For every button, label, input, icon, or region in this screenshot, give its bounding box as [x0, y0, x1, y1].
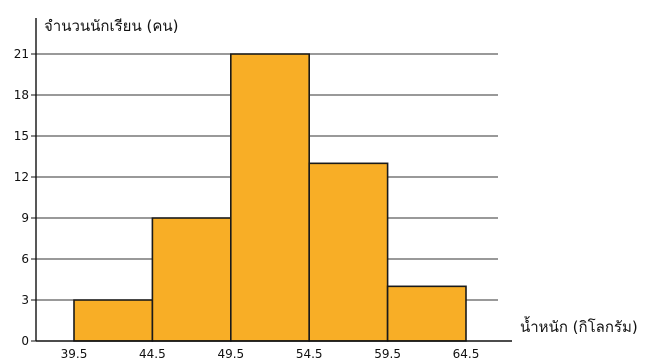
y-tick-labels: 0 3 6 9 12 15 18 21 — [14, 47, 36, 348]
y-tick-label: 9 — [21, 211, 29, 225]
bars — [73, 53, 467, 342]
y-tick-label: 6 — [21, 252, 29, 266]
y-tick-label: 18 — [14, 88, 29, 102]
x-tick-label: 39.5 — [61, 347, 88, 360]
histogram-bar — [151, 217, 232, 342]
histogram-bar — [230, 53, 311, 342]
histogram-bar — [73, 299, 154, 342]
x-tick-labels: 39.5 44.5 49.5 54.5 59.5 64.5 — [61, 347, 480, 360]
x-axis-title: น้ำหนัก (กิโลกรัม) — [520, 316, 638, 336]
y-tick-label: 12 — [14, 170, 29, 184]
x-tick-label: 59.5 — [374, 347, 401, 360]
y-axis-title: จำนวนนักเรียน (คน) — [44, 17, 178, 35]
y-tick-label: 0 — [21, 334, 29, 348]
y-tick-label: 21 — [14, 47, 29, 61]
axes — [35, 18, 512, 342]
y-tick-label: 15 — [14, 129, 29, 143]
x-tick-label: 54.5 — [296, 347, 323, 360]
x-tick-label: 64.5 — [453, 347, 480, 360]
x-tick-label: 49.5 — [217, 347, 244, 360]
histogram-bar — [386, 285, 467, 342]
x-tick-label: 44.5 — [139, 347, 166, 360]
y-tick-label: 3 — [21, 293, 29, 307]
histogram-bar — [308, 162, 389, 342]
